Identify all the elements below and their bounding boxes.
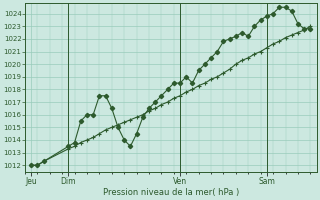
X-axis label: Pression niveau de la mer( hPa ): Pression niveau de la mer( hPa ) [103,188,239,197]
